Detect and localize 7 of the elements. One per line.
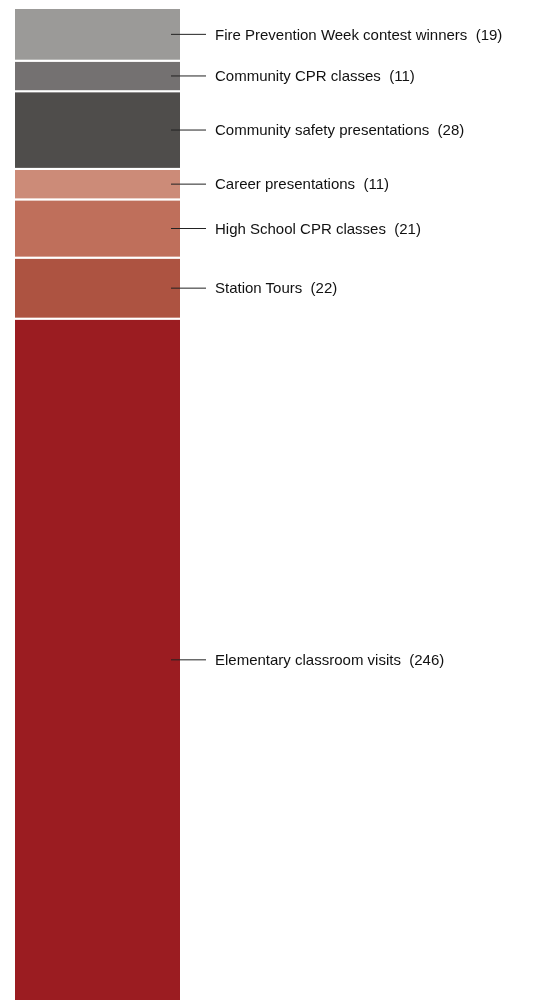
data-label: Community safety presentations (28) (215, 121, 465, 139)
data-label: Community CPR classes (11) (215, 67, 415, 85)
data-label: Fire Prevention Week contest winners (19) (215, 25, 503, 43)
data-label: Elementary classroom visits (246) (215, 651, 445, 669)
data-label: High School CPR classes (21) (215, 219, 421, 237)
data-label: Station Tours (22) (215, 279, 338, 297)
data-label: Career presentations (11) (215, 175, 389, 193)
